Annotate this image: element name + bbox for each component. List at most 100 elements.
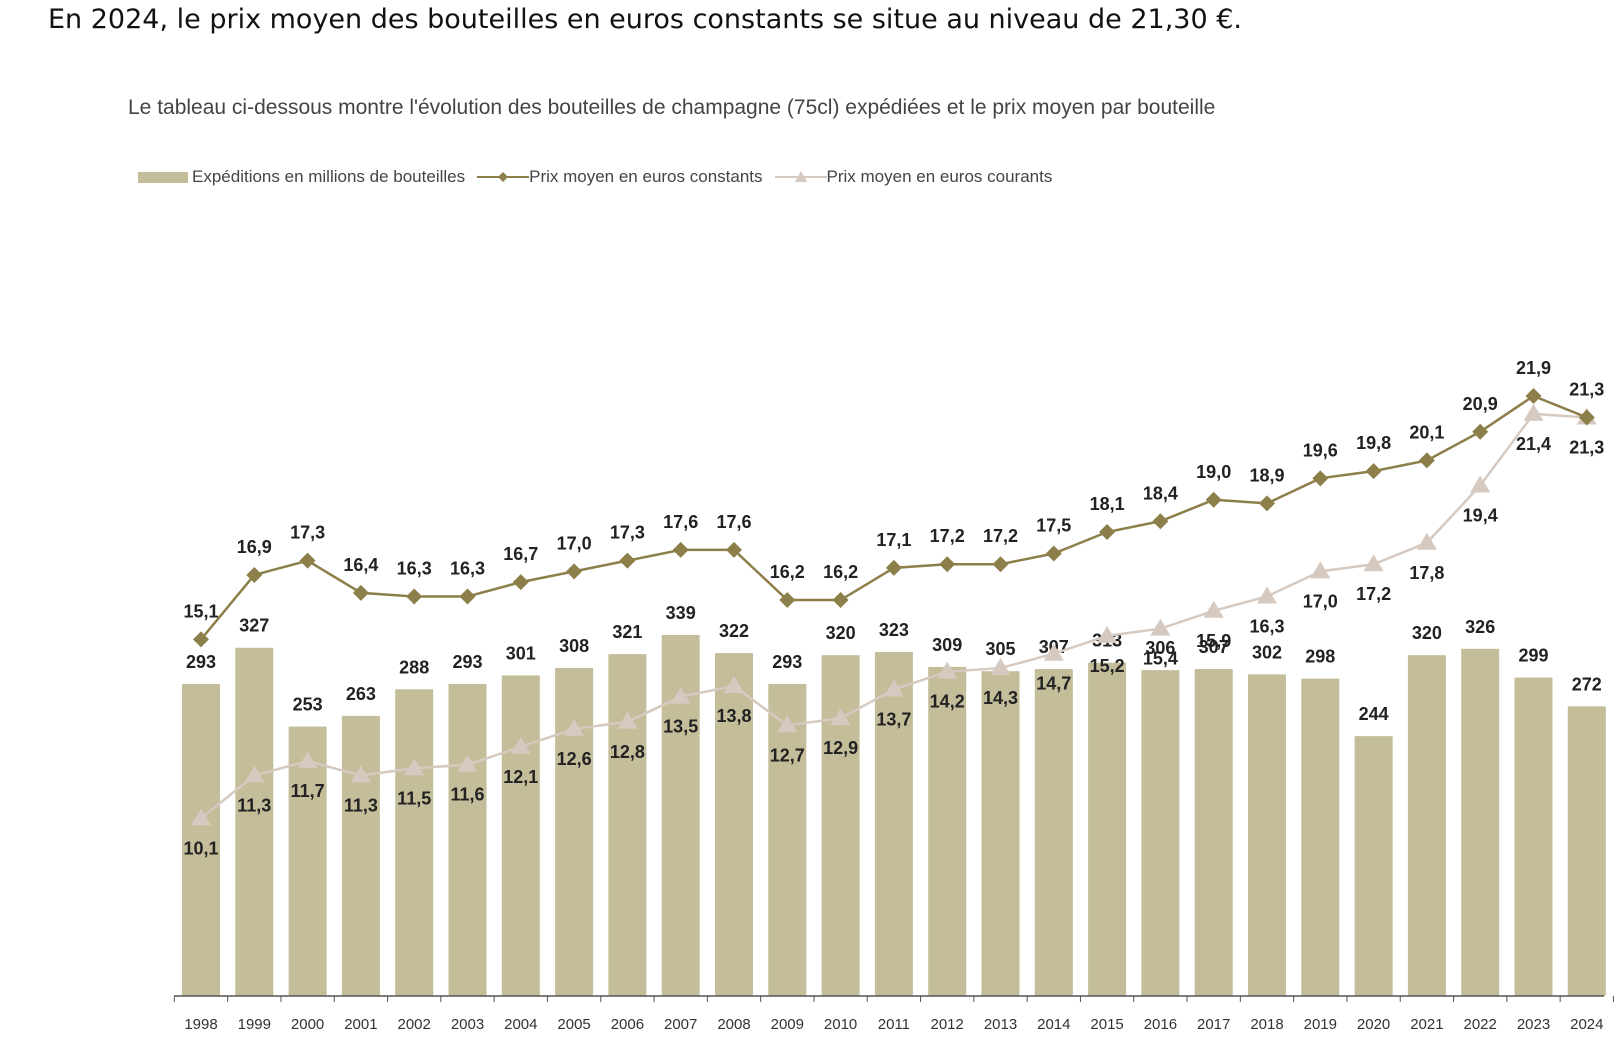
x-tick-label-2013: 2013 xyxy=(984,1016,1017,1033)
point-current-price-2022 xyxy=(1470,475,1491,493)
bar-2000 xyxy=(288,726,327,996)
bar-2014 xyxy=(1034,669,1073,996)
label-constant-price-2013: 17,2 xyxy=(983,526,1018,546)
x-tick-label-2000: 2000 xyxy=(291,1016,324,1033)
point-constant-price-2018 xyxy=(1259,495,1275,512)
label-current-price-2008: 13,8 xyxy=(716,706,751,726)
bar-label-2022: 326 xyxy=(1465,617,1495,637)
label-current-price-2007: 13,5 xyxy=(663,717,698,737)
legend-item-constant-price: Prix moyen en euros constants xyxy=(477,167,763,187)
bar-1998 xyxy=(182,683,220,996)
point-constant-price-2000 xyxy=(299,552,316,569)
point-current-price-2018 xyxy=(1257,586,1277,604)
bar-label-2010: 320 xyxy=(826,623,856,643)
point-constant-price-2011 xyxy=(885,559,902,576)
x-tick-label-1998: 1998 xyxy=(184,1016,217,1033)
label-current-price-2018: 16,3 xyxy=(1249,616,1284,636)
bar-2012 xyxy=(928,666,967,996)
legend-item-current-price: Prix moyen en euros courants xyxy=(774,167,1052,187)
x-tick-label-2005: 2005 xyxy=(557,1016,590,1033)
point-constant-price-2016 xyxy=(1152,513,1169,530)
label-constant-price-2019: 19,6 xyxy=(1303,440,1338,460)
label-constant-price-2011: 17,1 xyxy=(876,530,911,550)
point-constant-price-2008 xyxy=(726,541,742,558)
label-constant-price-2005: 17,0 xyxy=(557,533,592,553)
x-tick-label-2010: 2010 xyxy=(824,1016,857,1033)
point-current-price-2016 xyxy=(1150,618,1171,636)
bar-2005 xyxy=(555,667,594,996)
bar-2018 xyxy=(1248,674,1286,996)
point-current-price-2014 xyxy=(1043,643,1064,661)
point-current-price-2017 xyxy=(1203,600,1224,618)
x-tick-label-2002: 2002 xyxy=(398,1016,431,1033)
x-tick-label-2019: 2019 xyxy=(1304,1016,1337,1033)
bar-2021 xyxy=(1407,655,1446,996)
label-current-price-2019: 17,0 xyxy=(1303,591,1338,611)
x-tick-label-2023: 2023 xyxy=(1517,1016,1550,1033)
legend-label-constant-price: Prix moyen en euros constants xyxy=(529,167,763,186)
point-current-price-2005 xyxy=(564,718,585,736)
label-current-price-2001: 11,3 xyxy=(344,795,378,815)
label-current-price-2010: 12,9 xyxy=(823,738,858,758)
bar-label-2018: 302 xyxy=(1252,642,1282,662)
bar-2008 xyxy=(715,653,753,996)
bar-2006 xyxy=(608,654,647,996)
label-current-price-2024: 21,3 xyxy=(1569,437,1604,457)
label-constant-price-2012: 17,2 xyxy=(930,526,965,546)
point-constant-price-2007 xyxy=(672,541,689,558)
bar-2004 xyxy=(501,675,540,996)
bar-label-2004: 301 xyxy=(506,643,536,663)
chart-legend: Expéditions en millions de bouteilles Pr… xyxy=(138,164,1064,190)
point-constant-price-2010 xyxy=(832,592,849,609)
point-current-price-2020 xyxy=(1363,554,1384,572)
point-constant-price-2001 xyxy=(352,584,369,601)
point-constant-price-2015 xyxy=(1099,524,1116,541)
label-constant-price-2002: 16,3 xyxy=(397,558,432,578)
point-current-price-2002 xyxy=(404,758,425,776)
label-current-price-1998: 10,1 xyxy=(183,838,218,858)
x-tick-label-2020: 2020 xyxy=(1357,1016,1390,1033)
point-constant-price-2014 xyxy=(1045,545,1062,562)
legend-label-shipments: Expéditions en millions de bouteilles xyxy=(192,167,466,186)
bar-label-2001: 263 xyxy=(346,684,376,704)
point-current-price-2004 xyxy=(510,736,531,754)
point-constant-price-2019 xyxy=(1312,470,1329,487)
x-tick-label-2007: 2007 xyxy=(664,1016,697,1033)
point-constant-price-2022 xyxy=(1472,423,1489,440)
label-constant-price-2016: 18,4 xyxy=(1143,483,1178,503)
bar-label-2012: 309 xyxy=(932,635,962,655)
bar-2011 xyxy=(874,652,913,996)
label-current-price-2002: 11,5 xyxy=(397,788,431,808)
bar-2001 xyxy=(341,715,380,996)
label-constant-price-2009: 16,2 xyxy=(770,562,805,582)
bar-label-2007: 339 xyxy=(666,603,696,623)
point-constant-price-2004 xyxy=(512,574,529,591)
point-constant-price-2002 xyxy=(406,588,423,605)
bar-2016 xyxy=(1141,670,1180,996)
label-current-price-2012: 14,2 xyxy=(930,692,965,712)
label-current-price-2013: 14,3 xyxy=(983,688,1018,708)
label-constant-price-1999: 16,9 xyxy=(237,537,272,557)
bar-label-2019: 298 xyxy=(1305,647,1335,667)
label-current-price-2020: 17,2 xyxy=(1356,584,1391,604)
x-tick-label-2018: 2018 xyxy=(1250,1016,1283,1033)
point-current-price-1998 xyxy=(191,808,211,826)
bar-2003 xyxy=(448,683,487,996)
bar-label-2024: 272 xyxy=(1572,674,1602,694)
x-tick-label-2024: 2024 xyxy=(1570,1016,1603,1033)
x-tick-label-2012: 2012 xyxy=(931,1016,964,1033)
point-current-price-2006 xyxy=(617,711,638,729)
label-current-price-2014: 14,7 xyxy=(1036,674,1071,694)
bar-label-2017: 307 xyxy=(1199,637,1229,657)
bar-2024 xyxy=(1567,706,1606,996)
bar-label-2021: 320 xyxy=(1412,623,1442,643)
bar-label-2020: 244 xyxy=(1359,704,1389,724)
point-current-price-2000 xyxy=(297,751,318,769)
label-current-price-2009: 12,7 xyxy=(770,745,805,765)
point-current-price-2009 xyxy=(777,715,798,733)
point-constant-price-2017 xyxy=(1205,491,1222,508)
bar-2017 xyxy=(1194,669,1233,996)
bar-label-1998: 293 xyxy=(186,652,216,672)
bar-2022 xyxy=(1461,648,1500,996)
